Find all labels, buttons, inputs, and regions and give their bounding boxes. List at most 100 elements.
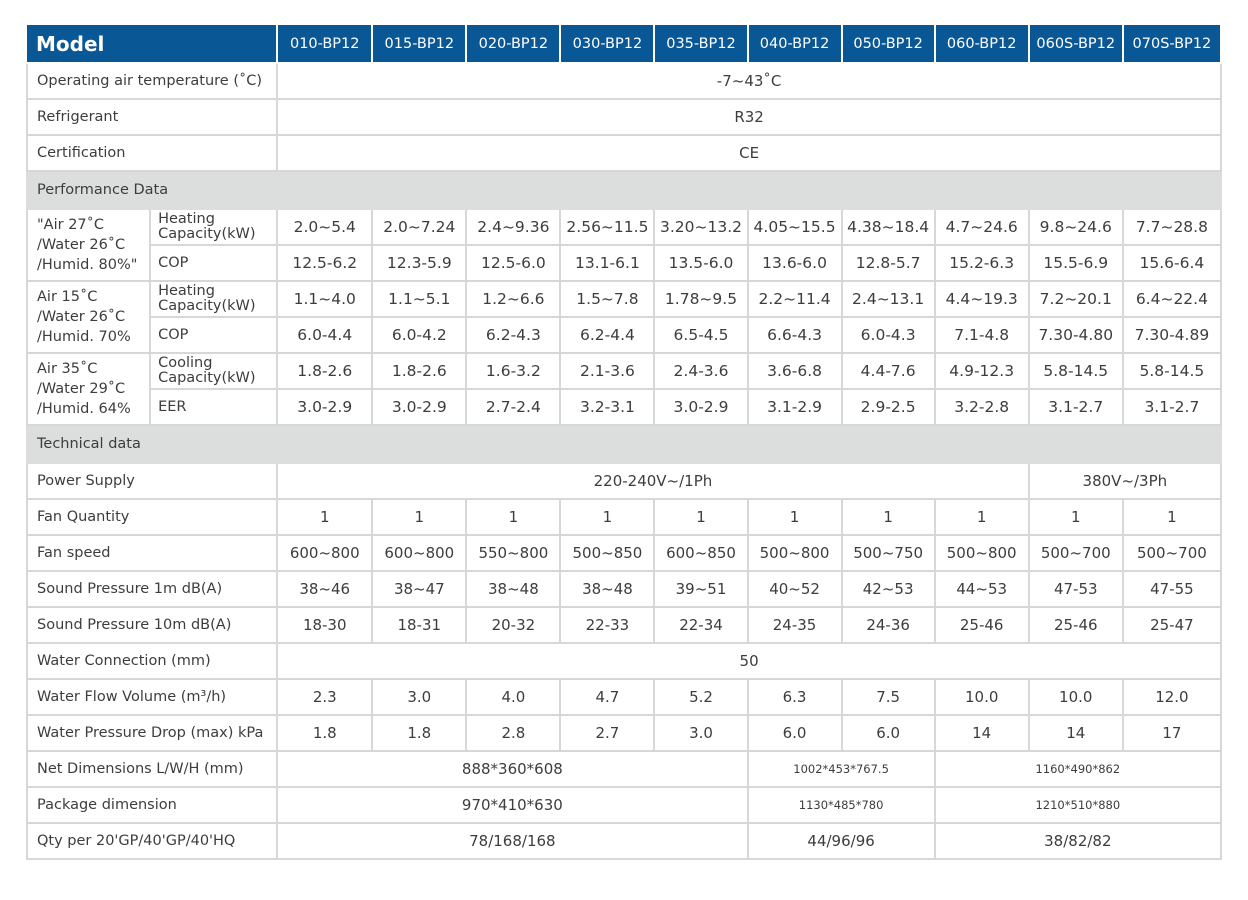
metric-value: 13.1-6.1 — [559, 244, 656, 282]
spec-value: 2.3 — [276, 678, 374, 716]
spec-label: Fan speed — [25, 534, 279, 572]
spec-value: 4.0 — [465, 678, 562, 716]
metric-value: 2.0~5.4 — [276, 208, 374, 246]
metric-value: 1.6-3.2 — [465, 352, 562, 390]
metric-value: 4.38~18.4 — [840, 208, 936, 246]
spec-label: Operating air temperature (˚C) — [25, 62, 279, 100]
spec-value: 500~800 — [933, 534, 1030, 572]
spec-value: 14 — [933, 714, 1030, 752]
performance-row: Air 35˚C /Water 29˚C /Humid. 64% Cooling … — [25, 352, 1223, 426]
metric-value: 6.2-4.4 — [559, 316, 656, 354]
spec-value: 1.8 — [371, 714, 468, 752]
performance-row: Air 15˚C /Water 26˚C /Humid. 70% Heating … — [25, 280, 1223, 354]
spec-value: 600~800 — [371, 534, 468, 572]
metric-value: 3.1-2.7 — [1121, 388, 1223, 426]
spec-row: Sound Pressure 10m dB(A) 18-30 18-31 20-32 2… — [25, 606, 1223, 644]
metric-value: 3.1-2.7 — [1027, 388, 1124, 426]
spec-value: 42~53 — [840, 570, 936, 608]
spec-value: 39~51 — [653, 570, 749, 608]
spec-table: Model 010-BP12 015-BP12 020-BP12 030-BP12 035… — [25, 25, 1223, 860]
spec-value: 6.0 — [746, 714, 843, 752]
spec-row: Sound Pressure 1m dB(A) 38~46 38~47 38~48 38… — [25, 570, 1223, 608]
spec-label: Sound Pressure 1m dB(A) — [25, 570, 279, 608]
model-column-header: 040-BP12 — [746, 25, 843, 64]
test-condition: "Air 27˚C /Water 26˚C /Humid. 80%" — [25, 208, 152, 282]
spec-value: 888*360*608 — [276, 750, 749, 788]
spec-value: 1 — [933, 498, 1030, 536]
spec-label: Net Dimensions L/W/H (mm) — [25, 750, 279, 788]
model-column-header: 060S-BP12 — [1027, 25, 1124, 64]
spec-label: Certification — [25, 134, 279, 172]
spec-value: 2.8 — [465, 714, 562, 752]
metric-value: 12.5-6.0 — [465, 244, 562, 282]
spec-value: 78/168/168 — [276, 822, 749, 860]
spec-value: 12.0 — [1121, 678, 1223, 716]
spec-value: -7~43˚C — [276, 62, 1222, 100]
metric-value: 6.6-4.3 — [746, 316, 843, 354]
spec-value: 22-34 — [653, 606, 749, 644]
metric-value: 7.30-4.89 — [1121, 316, 1223, 354]
metric-value: 6.0-4.3 — [840, 316, 936, 354]
spec-value: 500~850 — [559, 534, 656, 572]
spec-value: 380V~/3Ph — [1027, 462, 1223, 500]
metric-value: 6.5-4.5 — [653, 316, 749, 354]
spec-value: 10.0 — [933, 678, 1030, 716]
model-column-header: 020-BP12 — [465, 25, 562, 64]
spec-value: CE — [276, 134, 1222, 172]
metric-value: 12.5-6.2 — [276, 244, 374, 282]
spec-label: Fan Quantity — [25, 498, 279, 536]
spec-value: 3.0 — [371, 678, 468, 716]
spec-value: 17 — [1121, 714, 1223, 752]
model-column-header: 030-BP12 — [559, 25, 656, 64]
spec-value: 3.0 — [653, 714, 749, 752]
spec-row: Water Connection (mm) 50 — [25, 642, 1222, 680]
metric-value: 15.5-6.9 — [1027, 244, 1124, 282]
metric-value: 1.1~5.1 — [371, 280, 468, 318]
metric-value: 6.0-4.4 — [276, 316, 374, 354]
metric-value: 1.2~6.6 — [465, 280, 562, 318]
metric-value: 6.0-4.2 — [371, 316, 468, 354]
metric-value: 3.0-2.9 — [276, 388, 374, 426]
spec-value: 10.0 — [1027, 678, 1124, 716]
metric-value: 2.4~13.1 — [840, 280, 936, 318]
metric-value: 2.4~9.36 — [465, 208, 562, 246]
spec-value: 47-55 — [1121, 570, 1223, 608]
spec-value: 500~700 — [1121, 534, 1223, 572]
metric-value: 12.3-5.9 — [371, 244, 468, 282]
spec-value: 40~52 — [746, 570, 843, 608]
performance-row: EER 3.0-2.9 3.0-2.9 2.7-2.4 3.2-3.1 3.0-2.9 3.… — [27, 388, 1223, 426]
metric-value: 7.1-4.8 — [933, 316, 1030, 354]
spec-value: 1 — [371, 498, 468, 536]
spec-row: Package dimension 970*410*630 1130*485*780… — [25, 786, 1223, 824]
spec-value: 18-30 — [276, 606, 374, 644]
metric-value: 3.6-6.8 — [746, 352, 843, 390]
section-title-performance: Performance Data — [26, 170, 1222, 210]
metric-value: 1.5~7.8 — [559, 280, 656, 318]
metric-value: 1.8-2.6 — [371, 352, 468, 390]
metric-value: 15.6-6.4 — [1121, 244, 1223, 282]
spec-row: Refrigerant R32 — [25, 98, 1222, 136]
model-column-header: 050-BP12 — [840, 25, 936, 64]
spec-row: Fan Quantity 1 1 1 1 1 1 1 1 1 1 — [25, 498, 1223, 536]
metric-value: 3.2-2.8 — [933, 388, 1030, 426]
spec-value: 5.2 — [653, 678, 749, 716]
spec-value: 220-240V~/1Ph — [276, 462, 1030, 500]
spec-label: Sound Pressure 10m dB(A) — [25, 606, 279, 644]
metric-value: 5.8-14.5 — [1121, 352, 1223, 390]
spec-value: 6.0 — [840, 714, 936, 752]
metric-value: 12.8-5.7 — [840, 244, 936, 282]
spec-value: R32 — [276, 98, 1222, 136]
spec-value: 20-32 — [465, 606, 562, 644]
metric-value: 2.2~11.4 — [746, 280, 843, 318]
spec-value: 38~47 — [371, 570, 468, 608]
spec-value: 500~700 — [1027, 534, 1124, 572]
model-header-label: Model — [27, 25, 279, 64]
test-condition: Air 35˚C /Water 29˚C /Humid. 64% — [25, 352, 152, 426]
section-row: Performance Data — [26, 170, 1222, 210]
spec-value: 25-46 — [1027, 606, 1124, 644]
metric-label: EER — [149, 388, 279, 426]
header-row: Model 010-BP12 015-BP12 020-BP12 030-BP12 035… — [27, 25, 1223, 64]
model-column-header: 015-BP12 — [371, 25, 468, 64]
metric-value: 9.8~24.6 — [1027, 208, 1124, 246]
spec-value: 1.8 — [276, 714, 374, 752]
